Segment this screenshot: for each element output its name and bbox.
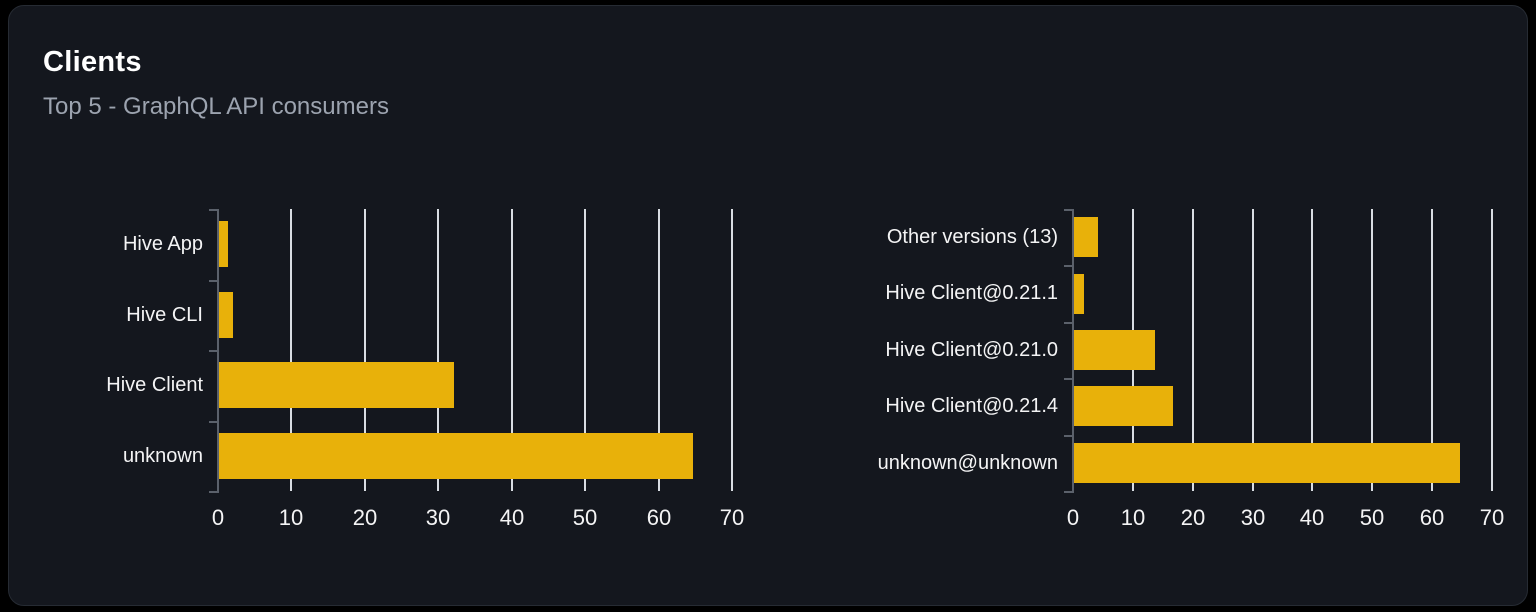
x-tick-label: 20 (352, 505, 378, 530)
gridline (658, 209, 660, 491)
gridline (511, 209, 513, 491)
bar-hive-client-0-21-0 (1074, 330, 1155, 370)
bar-hive-cli (219, 292, 233, 338)
y-axis-line (217, 209, 219, 493)
gridline (731, 209, 733, 491)
x-tick-label: 0 (211, 505, 225, 530)
x-tick-label: 60 (1419, 505, 1445, 530)
x-tick-label: 70 (719, 505, 745, 530)
bar-other-versions-13 (1074, 217, 1098, 257)
x-tick-label: 60 (646, 505, 672, 530)
x-tick-label: 30 (425, 505, 451, 530)
y-axis-tick (1064, 378, 1072, 380)
category-label-hive-client: Hive Client (106, 374, 203, 396)
bar-hive-client-0-21-4 (1074, 386, 1173, 426)
gridline (364, 209, 366, 491)
x-tick-label: 70 (1479, 505, 1505, 530)
y-axis-tick (1064, 209, 1072, 211)
category-label-hive-cli: Hive CLI (126, 304, 203, 326)
plot-area: Other versions (13) Hive Client@0.21.1 Hiv… (878, 209, 1504, 530)
y-axis-tick (1064, 322, 1072, 324)
x-tick-label: 20 (1180, 505, 1206, 530)
x-tick-label: 40 (1299, 505, 1325, 530)
y-axis-tick (209, 491, 217, 493)
category-label-hive-client-0-21-4: Hive Client@0.21.4 (885, 394, 1058, 417)
y-axis-tick (1064, 491, 1072, 493)
category-label-unknown-unknown: unknown@unknown (877, 451, 1058, 474)
y-axis-tick (1064, 265, 1072, 267)
card-title: Clients (43, 46, 142, 78)
y-axis-line (1072, 209, 1074, 493)
bar-hive-client-0-21-1 (1074, 274, 1084, 314)
category-label-hive-app: Hive App (122, 233, 203, 255)
x-tick-label: 30 (1240, 505, 1266, 530)
y-axis-tick (209, 350, 217, 352)
clients-card: Clients Top 5 - GraphQL API consumers Hi… (8, 5, 1528, 606)
x-tick-label: 40 (499, 505, 525, 530)
x-tick-label: 50 (1359, 505, 1385, 530)
y-axis-tick (209, 209, 217, 211)
bar-unknown (219, 433, 693, 479)
clients-bar-chart: Hive App Hive CLI Hive Client unknown 0 10 20 3… (41, 209, 769, 549)
bar-unknown-unknown (1074, 443, 1460, 483)
bar-hive-client (219, 362, 454, 408)
x-tick-label: 0 (1066, 505, 1080, 530)
plot-area: Hive App Hive CLI Hive Client unknown 0 10 20 3… (106, 209, 744, 530)
client-versions-bar-chart: Other versions (13) Hive Client@0.21.1 Hiv… (801, 209, 1529, 549)
y-axis-tick (209, 280, 217, 282)
gridline (1491, 209, 1493, 491)
gridline (584, 209, 586, 491)
gridline (437, 209, 439, 491)
gridline (1192, 209, 1194, 491)
bar-hive-app (219, 221, 228, 267)
category-label-hive-client-0-21-1: Hive Client@0.21.1 (885, 281, 1058, 304)
gridline (1371, 209, 1373, 491)
x-tick-label: 10 (1120, 505, 1146, 530)
card-subtitle: Top 5 - GraphQL API consumers (43, 93, 389, 120)
card-header: Clients Top 5 - GraphQL API consumers (43, 48, 389, 120)
gridline (1252, 209, 1254, 491)
category-label-unknown: unknown (122, 445, 203, 467)
gridline (1431, 209, 1433, 491)
y-axis-tick (209, 421, 217, 423)
x-tick-label: 50 (572, 505, 598, 530)
category-label-other-versions-13: Other versions (13) (886, 225, 1058, 248)
gridline (290, 209, 292, 491)
x-tick-label: 10 (278, 505, 304, 530)
category-label-hive-client-0-21-0: Hive Client@0.21.0 (885, 338, 1058, 361)
gridline (1311, 209, 1313, 491)
y-axis-tick (1064, 435, 1072, 437)
